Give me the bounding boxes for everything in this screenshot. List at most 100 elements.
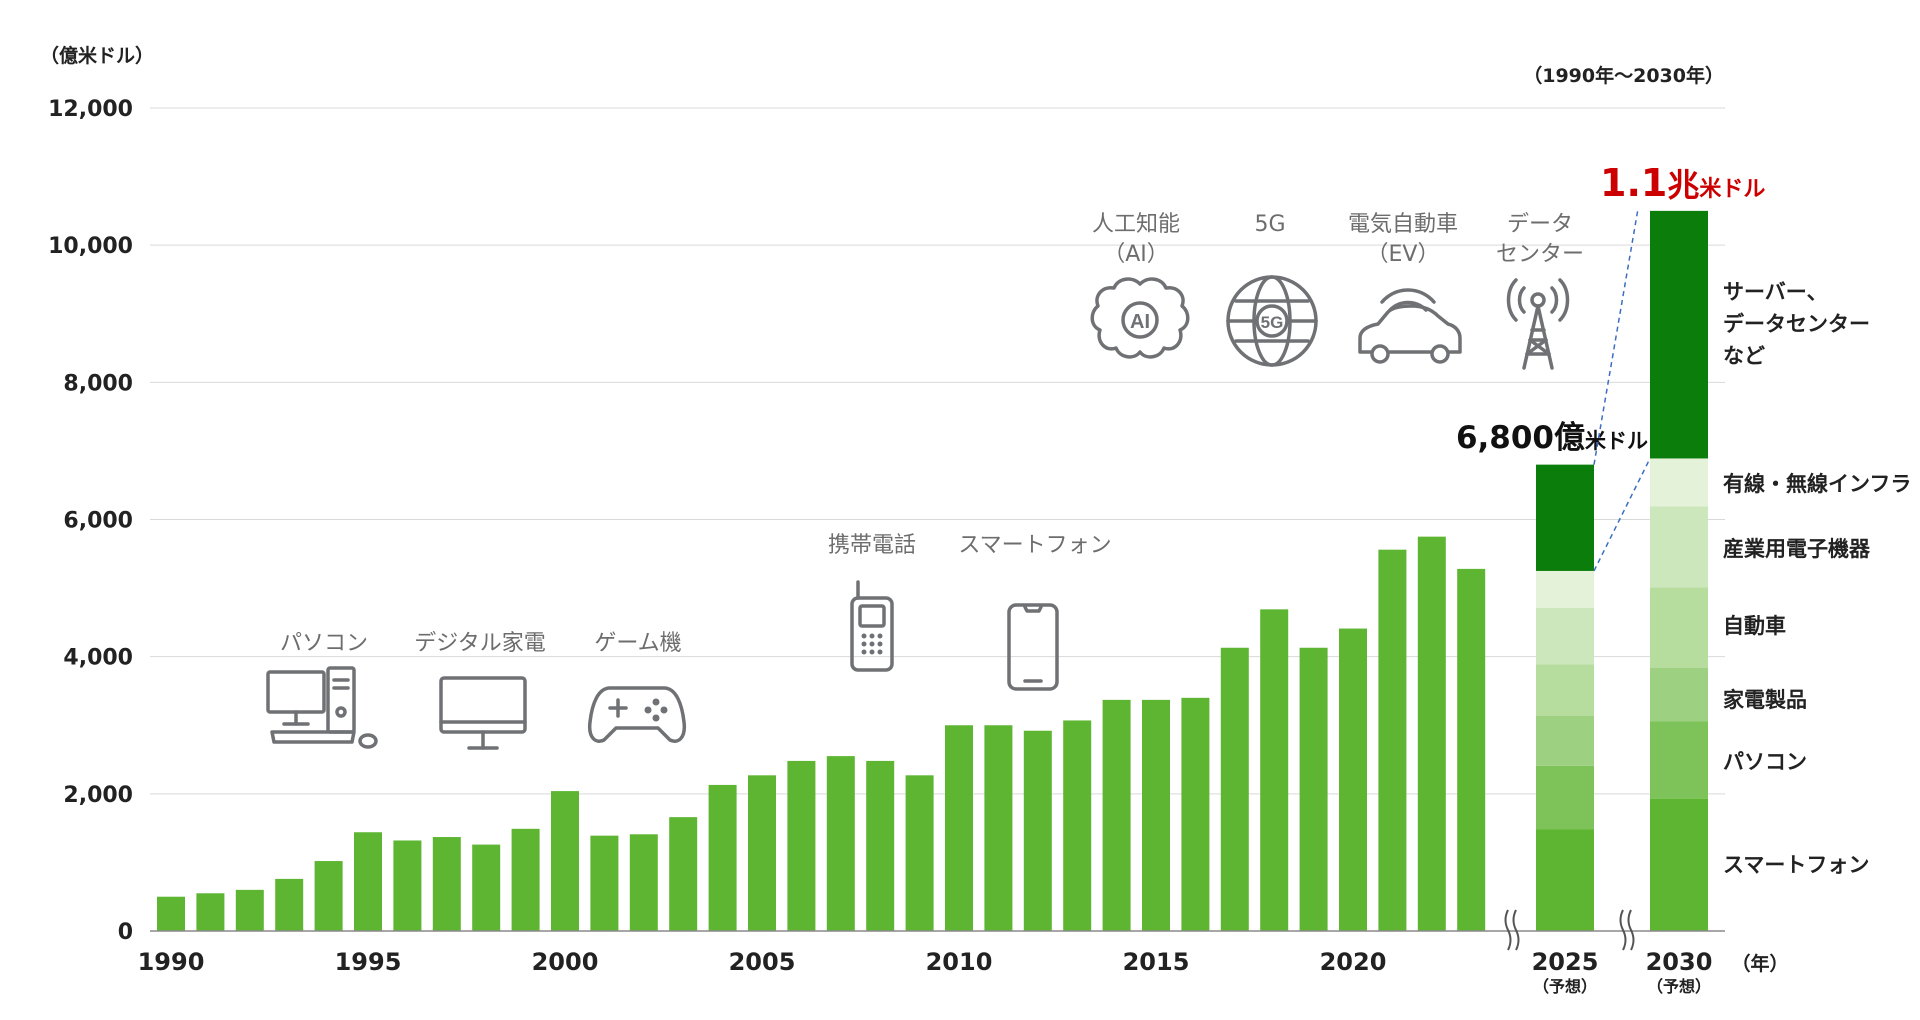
axis-break-line <box>1512 909 1520 951</box>
era-label: スマートフォン <box>958 533 1111 558</box>
y-tick-label: 2,000 <box>63 783 133 808</box>
y-tick-label: 0 <box>118 920 133 945</box>
y-tick-label: 8,000 <box>63 371 133 396</box>
category-label: など <box>1723 344 1765 368</box>
stack-segment <box>1536 765 1594 830</box>
bar <box>945 725 973 931</box>
stack-segment <box>1650 210 1708 459</box>
bar <box>1142 699 1170 931</box>
x-tick-label: 2010 <box>926 948 993 976</box>
era-label: データ <box>1507 212 1573 237</box>
bar <box>1220 647 1249 931</box>
era-label: パソコン <box>280 631 368 656</box>
forecast-note: （予想） <box>1647 977 1711 996</box>
bar <box>393 840 422 931</box>
total-label-2030: 1.1兆米ドル <box>1600 161 1765 205</box>
bar <box>1260 609 1289 931</box>
stack-segment <box>1536 464 1594 571</box>
bar <box>669 817 698 931</box>
bar <box>275 878 304 931</box>
stack-segment <box>1536 664 1594 716</box>
bar <box>235 889 264 931</box>
bar <box>196 893 225 931</box>
svg-text:5G: 5G <box>1261 313 1284 332</box>
category-label: 有線・無線インフラ <box>1723 472 1911 496</box>
category-label: データセンター <box>1723 312 1870 336</box>
gamepad-icon <box>587 686 687 743</box>
x-tick-label-forecast: 2025 <box>1532 948 1599 976</box>
category-label: 自動車 <box>1723 614 1786 638</box>
total-label-part: 1.1 <box>1600 161 1667 205</box>
stack-segment <box>1650 721 1708 799</box>
axis-break-line <box>1619 909 1627 951</box>
stack-segment <box>1650 587 1708 668</box>
desktop-pc-icon <box>266 666 378 749</box>
bar <box>511 828 540 931</box>
bar <box>314 861 343 931</box>
era-label: （AI） <box>1103 242 1169 267</box>
era-label: 電気自動車 <box>1348 212 1458 237</box>
data-tower-icon <box>1506 278 1570 370</box>
y-tick-label: 6,000 <box>63 509 133 534</box>
bar <box>1102 699 1131 931</box>
bar <box>1299 647 1328 931</box>
bar <box>1023 730 1052 931</box>
x-tick-label: 2005 <box>729 948 796 976</box>
bar <box>866 760 895 931</box>
stack-segment <box>1650 667 1708 722</box>
y-tick-label: 4,000 <box>63 646 133 671</box>
total-label-part: 米ドル <box>1585 429 1648 453</box>
total-label-part: 億 <box>1554 420 1585 456</box>
5g-globe-icon: 5G <box>1226 275 1318 367</box>
category-label: パソコン <box>1723 750 1807 774</box>
x-tick-label: 2000 <box>532 948 599 976</box>
y-tick-label: 10,000 <box>48 234 133 259</box>
bar <box>1181 697 1210 931</box>
bar <box>354 832 382 931</box>
bar <box>432 837 461 931</box>
labels: （億米ドル） （1990年〜2030年） （年） 1990 1995 2000 2005 20… <box>40 44 1911 996</box>
y-axis-unit: （億米ドル） <box>40 44 154 67</box>
total-label-part: 兆 <box>1667 166 1699 204</box>
axis-break-line <box>1627 909 1635 951</box>
forecast-stacks <box>1536 210 1708 931</box>
bar <box>1063 720 1092 931</box>
bar <box>629 834 658 931</box>
period-label: （1990年〜2030年） <box>1523 64 1724 87</box>
bar <box>787 760 816 931</box>
total-label-part: 6,800 <box>1456 420 1554 456</box>
axis-break-mark <box>1504 909 1520 951</box>
axis-break-mark <box>1619 909 1635 951</box>
era-label: デジタル家電 <box>414 631 546 656</box>
total-label-2025: 6,800億米ドル <box>1456 420 1648 456</box>
leader-line <box>1593 458 1651 572</box>
bar <box>551 791 579 931</box>
bar <box>905 775 934 931</box>
x-axis-unit: （年） <box>1731 952 1788 975</box>
x-tick-label: 2015 <box>1123 948 1190 976</box>
category-label: サーバー、 <box>1723 280 1828 304</box>
bar <box>708 784 737 931</box>
stack-segment <box>1536 715 1594 766</box>
stack-segment <box>1536 570 1594 608</box>
stack-segment <box>1536 829 1594 931</box>
smartphone-icon <box>1007 603 1059 691</box>
bar <box>1457 568 1486 931</box>
forecast-note: （予想） <box>1533 977 1597 996</box>
bar <box>157 896 185 931</box>
category-label: スマートフォン <box>1723 853 1869 877</box>
axis-break-line <box>1504 909 1512 951</box>
electric-car-icon <box>1358 288 1462 364</box>
stack-segment <box>1536 607 1594 665</box>
bar <box>1339 628 1367 931</box>
category-label: 産業用電子機器 <box>1723 537 1871 561</box>
feature-phone-icon <box>850 580 894 672</box>
stack-segment <box>1650 506 1708 588</box>
stack-segment <box>1650 458 1708 507</box>
x-tick-label: 1995 <box>335 948 402 976</box>
stack-segment <box>1650 798 1708 931</box>
era-label: 5G <box>1254 212 1285 237</box>
total-label-part: 米ドル <box>1699 177 1765 202</box>
era-label: （EV） <box>1367 242 1440 267</box>
